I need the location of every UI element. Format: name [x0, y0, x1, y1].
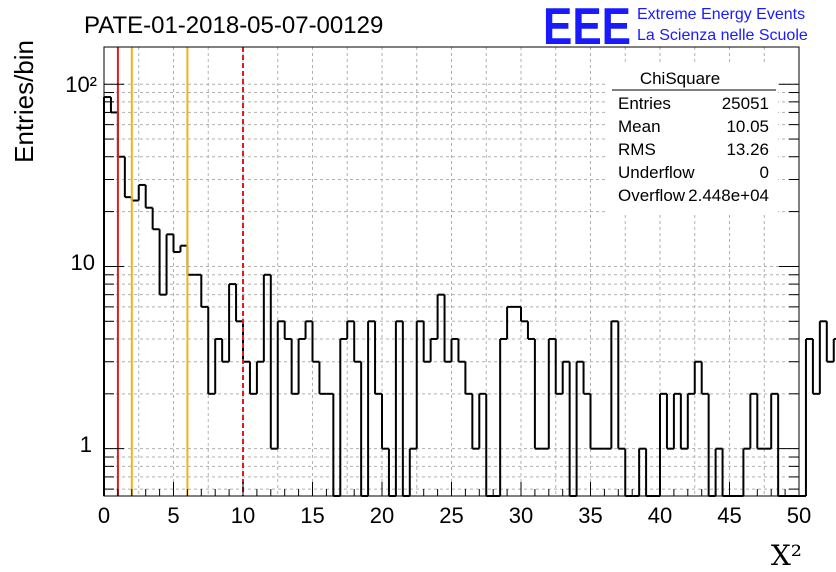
stats-box: ChiSquare Entries 25051 Mean 10.05 RMS 1…	[608, 64, 778, 214]
x-tick-label: 40	[648, 503, 672, 528]
y-tick-labels: 1 10 10²	[65, 72, 97, 457]
stats-value-rms: 13.26	[726, 140, 769, 159]
y-tick-label-100: 10²	[65, 72, 97, 97]
stats-box-background	[608, 64, 778, 214]
x-tick-label: 5	[167, 503, 179, 528]
y-axis-label: Entries/bin	[9, 40, 39, 163]
x-tick-label: 15	[300, 503, 324, 528]
x-tick-label: 50	[787, 503, 811, 528]
x-axis-label: X²	[771, 539, 802, 572]
x-tick-label: 10	[231, 503, 255, 528]
stats-label-overflow: Overflow	[618, 186, 686, 205]
x-tick-labels: 0 5 10 15 20 25 30 35 40 45 50	[98, 503, 811, 528]
x-tick-label: 35	[578, 503, 602, 528]
chart-title: PATE-01-2018-05-07-00129	[84, 12, 383, 39]
stats-title: ChiSquare	[640, 69, 720, 88]
y-tick-label-1: 1	[80, 432, 92, 457]
logo-line-1: Extreme Energy Events	[637, 6, 805, 23]
stats-value-entries: 25051	[722, 94, 769, 113]
x-tick-label: 0	[98, 503, 110, 528]
eee-logo: EEE Extreme Energy Events La Scienza nel…	[543, 0, 808, 56]
x-tick-label: 20	[370, 503, 394, 528]
x-tick-label: 30	[509, 503, 533, 528]
stats-label-rms: RMS	[618, 140, 656, 159]
stats-value-mean: 10.05	[726, 117, 769, 136]
stats-label-mean: Mean	[618, 117, 661, 136]
logo-line-2: La Scienza nelle Scuole	[637, 27, 808, 44]
x-tick-label: 25	[439, 503, 463, 528]
stats-value-overflow: 2.448e+04	[688, 186, 769, 205]
stats-label-underflow: Underflow	[618, 163, 695, 182]
cut-lines	[116, 47, 244, 496]
stats-value-underflow: 0	[760, 163, 769, 182]
axis-ticks	[103, 83, 800, 496]
x-tick-label: 45	[717, 503, 741, 528]
stats-label-entries: Entries	[618, 94, 671, 113]
y-tick-label-10: 10	[71, 250, 95, 275]
